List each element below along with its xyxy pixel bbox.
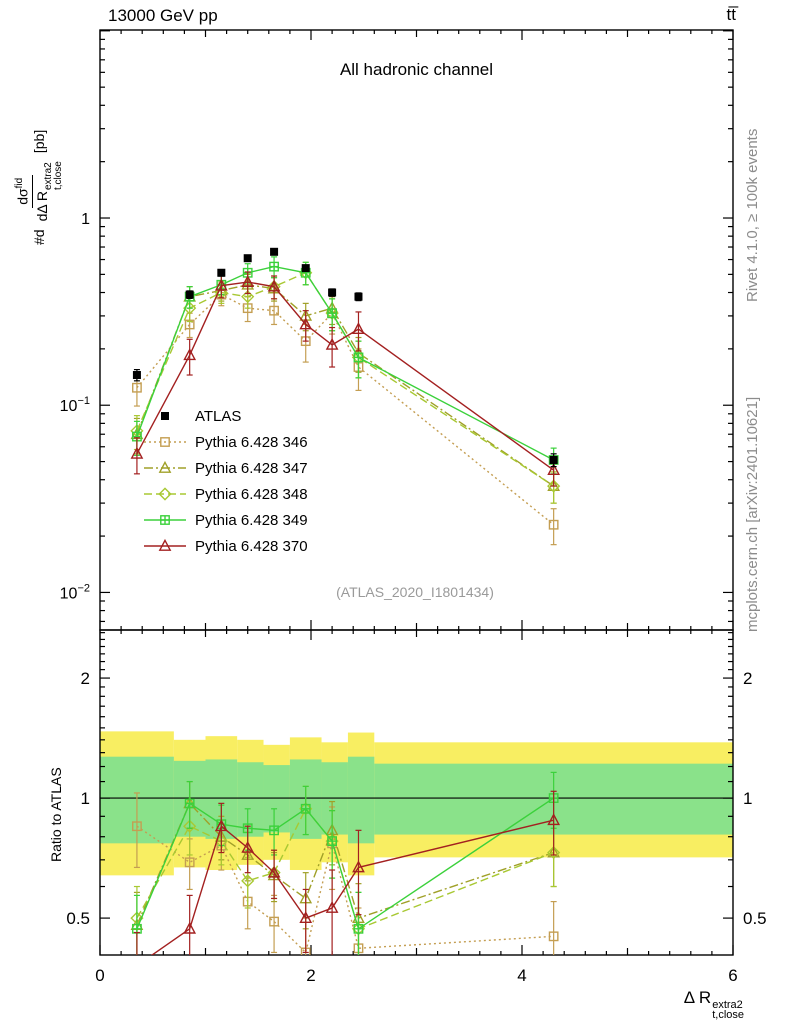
svg-text:10−1: 10−1 [60,395,90,415]
pythia-346-marker-icon [142,432,188,452]
pythia-349-marker-icon [142,510,188,530]
ratio-series-5 [133,790,561,955]
mcplots-reference-label: mcplots.cern.ch [arXiv:2401.10621] [744,396,761,632]
legend-item-pythia-346: Pythia 6.428 346 [142,432,308,452]
svg-text:1: 1 [81,211,90,228]
rivet-version-label: Rivet 4.1.0, ≥ 100k events [744,128,761,302]
svg-text:6: 6 [728,966,737,985]
x-axis-title-text: Δ R [683,988,712,1007]
process-label: tt̅ [726,5,736,24]
svg-text:10−2: 10−2 [60,582,90,602]
legend-label-pythia-370: Pythia 6.428 370 [195,537,308,555]
y-axis-title-numerator: dσfid [14,174,33,208]
y-axis-title-units: [pb] [30,129,47,154]
svg-text:0.5: 0.5 [66,909,90,928]
svg-text:2: 2 [306,966,315,985]
beam-energy-label: 13000 GeV pp [108,6,218,25]
y-axis-title-prefix: #d [30,229,47,245]
main-panel-series [130,247,561,546]
svg-text:1: 1 [81,789,90,808]
svg-text:0: 0 [95,966,104,985]
legend-item-pythia-347: Pythia 6.428 347 [142,458,308,478]
svg-text:2: 2 [743,669,752,688]
pythia-347-marker-icon [142,458,188,478]
band-green [263,765,290,833]
band-green [237,762,264,837]
legend: ATLAS Pythia 6.428 346 Pythia 6.428 347 … [142,406,308,556]
atlas-marker-icon [142,406,188,426]
band-green [347,756,375,844]
legend-label-pythia-346: Pythia 6.428 346 [195,433,308,451]
ratio-uncertainty-bands [100,731,733,876]
pythia-370-marker-icon [142,536,188,556]
svg-text:2: 2 [81,669,90,688]
pythia-348-marker-icon [142,484,188,504]
legend-label-pythia-347: Pythia 6.428 347 [195,459,308,477]
legend-label-atlas: ATLAS [195,407,242,425]
axes: 0 2 4 6 1 10−1 10−2 0.5 0.5 1 1 2 2 [60,30,767,985]
legend-label-pythia-349: Pythia 6.428 349 [195,511,308,529]
svg-text:0.5: 0.5 [743,909,767,928]
main-series-0 [132,247,558,468]
legend-item-atlas: ATLAS [142,406,308,426]
analysis-id-watermark: (ATLAS_2020_I1801434) [336,584,494,600]
ratio-panel-series [130,771,561,955]
svg-text:4: 4 [517,966,526,985]
legend-label-pythia-348: Pythia 6.428 348 [195,485,308,503]
plot-title: All hadronic channel [339,60,494,79]
legend-item-pythia-348: Pythia 6.428 348 [142,484,308,504]
legend-item-pythia-370: Pythia 6.428 370 [142,536,308,556]
svg-text:1: 1 [743,789,752,808]
ratio-axis-title: Ratio to ATLAS [48,767,64,862]
legend-item-pythia-349: Pythia 6.428 349 [142,510,308,530]
